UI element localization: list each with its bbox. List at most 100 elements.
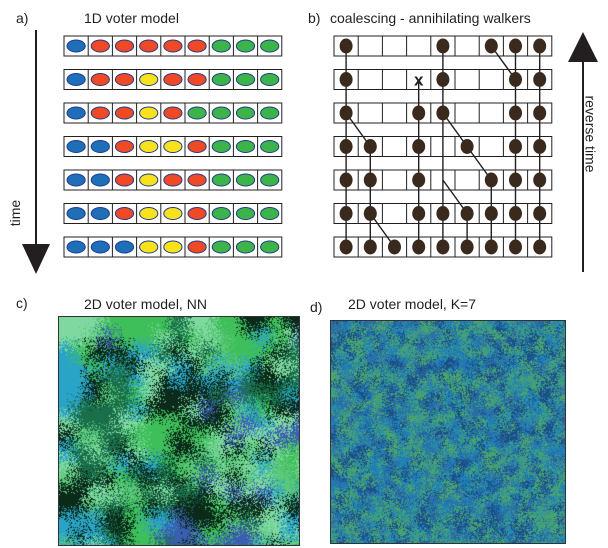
voter-ellipse (139, 106, 159, 120)
voter-ellipse (139, 240, 159, 254)
voter-ellipse (260, 106, 280, 120)
walker-dot (533, 139, 547, 154)
voter-ellipse (187, 240, 207, 254)
voter-ellipse (114, 140, 135, 153)
walker-dot (339, 172, 353, 188)
voter-ellipse (211, 173, 231, 187)
walker-dot (436, 239, 450, 255)
voter-ellipse (66, 73, 86, 86)
voter-ellipse (260, 39, 280, 53)
walker-dot (436, 72, 450, 87)
voter-ellipse (211, 39, 231, 53)
time-arrow-head (22, 244, 50, 274)
walker-dot (509, 38, 522, 54)
walker-dot (388, 239, 401, 255)
annihilation-mark: x (414, 71, 424, 90)
walker-dot (436, 206, 450, 221)
voter-map-k7 (330, 320, 566, 544)
row-frame (63, 35, 283, 57)
voter-ellipse (90, 73, 110, 86)
voter-ellipse (90, 240, 110, 254)
walker-dot (412, 239, 426, 255)
voter-ellipse (187, 73, 207, 86)
voter-ellipse (139, 207, 159, 220)
walker-dot (363, 172, 377, 188)
voter-ellipse (114, 240, 135, 254)
panel-c-letter: c) (16, 295, 28, 311)
voter-ellipse (187, 207, 207, 220)
voter-ellipse (235, 39, 256, 53)
walker-dot (533, 72, 547, 87)
voter-ellipse (235, 240, 256, 254)
row-frame (63, 69, 283, 90)
voter-ellipse (211, 207, 231, 220)
voter-ellipse (90, 140, 110, 153)
voter-ellipse (66, 173, 86, 187)
row-frame (63, 102, 283, 124)
walker-dot (412, 139, 426, 154)
reverse-time-arrow-head (568, 32, 598, 62)
walker-dot (509, 239, 522, 255)
voter-ellipse (187, 39, 207, 53)
voter-ellipse (211, 106, 231, 120)
panel-a-title: 1D voter model (84, 10, 179, 26)
walker-dot (363, 239, 377, 255)
voter-ellipse (235, 73, 256, 86)
walker-dot (533, 172, 547, 188)
walker-dot (339, 139, 353, 154)
voter-map-nn (58, 316, 300, 546)
walker-dot (533, 38, 547, 54)
voter-ellipse (211, 73, 231, 86)
voter-ellipse (260, 240, 280, 254)
voter-ellipse (163, 106, 183, 120)
voter-ellipse (163, 173, 183, 187)
voter-ellipse (90, 106, 110, 120)
walker-dot (509, 105, 522, 121)
voter-ellipse (114, 207, 135, 220)
voter-ellipse (66, 106, 86, 120)
panel-c-title: 2D voter model, NN (84, 296, 207, 312)
walker-dot (533, 206, 547, 221)
panel-d-letter: d) (310, 299, 323, 315)
walker-dot (339, 239, 353, 255)
walker-dot (484, 172, 498, 188)
voter-ellipse (235, 207, 256, 220)
walker-dot (412, 105, 426, 121)
voter-ellipse (211, 140, 231, 153)
voter-ellipse (163, 39, 183, 53)
walker-dot (484, 206, 498, 221)
voter-ellipse (235, 140, 256, 153)
voter-ellipse (187, 106, 207, 120)
voter-ellipse (163, 240, 183, 254)
walker-dot (339, 38, 353, 54)
voter-ellipse (139, 173, 159, 187)
walker-dot (509, 72, 522, 87)
voter-ellipse (163, 73, 183, 86)
panel-b-title: coalescing - annihilating walkers (330, 10, 531, 26)
voter-ellipse (163, 207, 183, 220)
walker-dot (509, 139, 522, 154)
voter-ellipse (90, 173, 110, 187)
walker-dot (412, 172, 426, 188)
voter-ellipse (66, 207, 86, 220)
voter-ellipse (66, 39, 86, 53)
voter-ellipse (187, 140, 207, 153)
walker-dot (484, 239, 498, 255)
walker-dot (484, 38, 498, 54)
panel-a-letter: a) (16, 10, 29, 26)
voter-ellipse (163, 140, 183, 153)
walker-dot (509, 206, 522, 221)
voter-ellipse (114, 173, 135, 187)
voter-ellipse (139, 73, 159, 86)
voter-ellipse (66, 140, 86, 153)
walker-dot (509, 172, 522, 188)
row-frame (63, 169, 283, 191)
walker-dot (460, 239, 474, 255)
voter-ellipse (66, 240, 86, 254)
walker-dot (436, 105, 450, 121)
panel-d-title: 2D voter model, K=7 (348, 296, 477, 312)
voter-ellipse (90, 39, 110, 53)
walker-dot (363, 139, 377, 154)
walker-dot (412, 206, 426, 221)
